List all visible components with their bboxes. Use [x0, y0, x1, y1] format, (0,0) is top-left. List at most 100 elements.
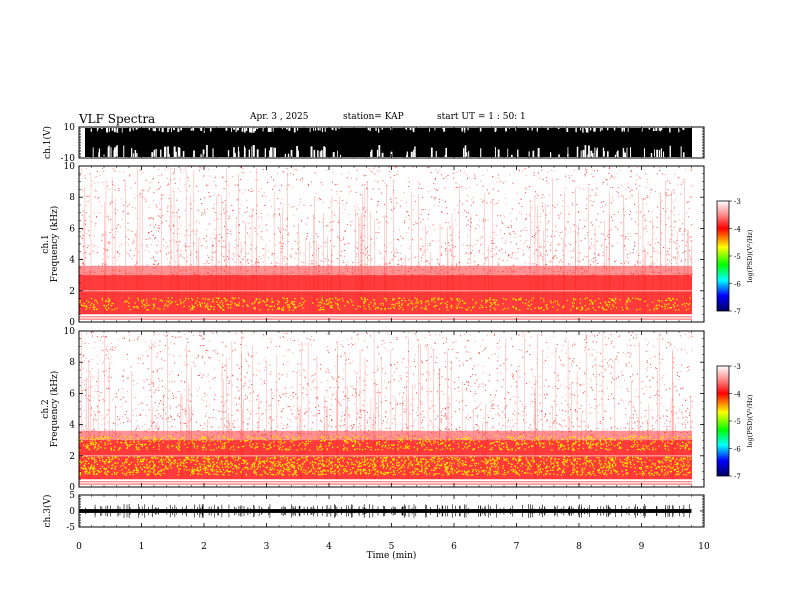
ch1-spectrogram-pixel — [466, 216, 468, 218]
ch2-spectrogram-pixel — [158, 344, 160, 346]
ch1-waveform-gap — [381, 152, 384, 157]
ch1-spectrogram-pixel — [223, 246, 225, 248]
ch2-spectrogram-pixel — [125, 410, 127, 412]
ch1-spectrogram-pixel — [91, 243, 93, 245]
ch1-spectrogram-pixel-yellow — [224, 300, 227, 302]
ch1-spectrogram-pixel — [159, 202, 161, 204]
ch2-spectrogram-pixel — [687, 421, 689, 423]
ch1-spectrogram-pixel — [286, 218, 288, 220]
ch2-spectrogram-pixel — [391, 423, 393, 425]
ch1-spectrogram-pixel — [659, 244, 661, 246]
ch2-spectrogram-pixel — [432, 426, 434, 428]
ch1-spectrogram-pixel — [345, 264, 347, 266]
ch1-spectrogram-pixel — [543, 196, 545, 198]
ch2-spectrogram-pixel — [148, 383, 150, 385]
ch2-spectrogram-pixel — [404, 405, 406, 407]
ch1-spectrogram-pixel-yellow — [644, 300, 646, 303]
ch1-spectrogram-pixel — [328, 207, 330, 209]
ch1-spectrogram-pixel — [456, 263, 458, 265]
ch1-spectrogram-pixel — [531, 235, 533, 237]
ch1-spectrogram-pixel — [570, 251, 572, 253]
ch1-spectrogram-pixel — [349, 187, 351, 189]
ch1-spectrogram-pixel — [620, 166, 622, 168]
ch1-spectrogram-pixel — [189, 254, 191, 256]
ch1-spectrogram-pixel — [213, 194, 215, 196]
ch1-spectrogram-pixel — [471, 199, 473, 201]
ch2-spectrogram-pixel — [539, 375, 541, 377]
ch1-waveform-gap — [288, 128, 291, 131]
ch1-spectrogram-pixel-yellow — [125, 300, 127, 302]
ch1-spectrogram-pixel-yellow — [423, 308, 426, 310]
ch1-spectrogram-pixel — [85, 212, 87, 214]
ch1-spectrogram-pixel — [154, 263, 156, 265]
ch2-spectrogram-pixel — [212, 332, 214, 334]
ch1-spectrogram-pixel-yellow — [625, 301, 628, 303]
ch2-spectrogram-pixel — [275, 381, 277, 383]
ch1-spectrogram-pixel — [326, 226, 328, 228]
ch1-spectrogram-pixel-yellow — [570, 309, 572, 311]
ch1-spectrogram-pixel — [218, 195, 220, 197]
ch1-spectrogram-pixel — [204, 212, 206, 214]
ch1-spectrogram-pixel — [601, 183, 603, 185]
ch1-spectrogram-pixel — [569, 264, 571, 266]
ch2-spectrogram-pixel — [227, 376, 229, 378]
ch1-spectrogram-pixel — [167, 205, 169, 207]
ch1-spectrogram-pixel — [83, 211, 85, 213]
ch1-spectrogram-pixel-yellow — [259, 309, 261, 311]
ch1-spectrogram-pixel — [293, 168, 295, 170]
ch1-spectrogram-pixel-yellow — [89, 307, 91, 309]
ch1-spectrogram-pixel-yellow — [438, 308, 441, 310]
ch1-waveform-gap — [310, 146, 313, 157]
ch1-spectrogram-pixel — [379, 220, 381, 222]
ch2-spectrogram-pixel — [306, 411, 308, 413]
ch1-spectrogram-pixel-yellow — [190, 297, 193, 299]
ch1-spectrogram-pixel — [360, 260, 362, 262]
ch1-spectrogram-pixel — [128, 204, 130, 206]
ch1-spectrogram-pixel — [116, 209, 118, 211]
ch1-spectrogram-pixel — [639, 185, 641, 187]
ch1-spectrogram-pixel-yellow — [375, 307, 377, 309]
ch1-waveform-gap — [264, 148, 266, 157]
ch1-spectrogram-pixel — [213, 219, 215, 221]
ch1-spectrogram-pixel-yellow — [382, 304, 385, 307]
ch1-spectrogram-pixel — [580, 240, 582, 242]
ch2-spectrogram-pixel — [611, 377, 613, 379]
ch1-spectrogram-pixel — [340, 239, 342, 241]
ch2-spectrogram-pixel — [172, 392, 174, 394]
ch1-spectrogram-pixel — [140, 192, 142, 194]
ch1-spectrogram-pixel — [668, 260, 670, 262]
ch1-spectrogram-pixel — [606, 235, 608, 237]
ch1-spectrogram-pixel — [81, 260, 83, 262]
ch1-spectrogram-pixel — [102, 181, 104, 183]
ch1-waveform-gap — [101, 128, 103, 129]
ch1-spectrogram-pixel — [185, 249, 187, 251]
ch1-waveform-gap — [593, 128, 595, 132]
ch1-spectrogram-pixel — [559, 244, 561, 246]
ch2-spectrogram-pixel — [347, 397, 349, 399]
ch1-spectrogram-pixel — [441, 199, 443, 201]
ch1-spectrogram-pixel-yellow — [226, 303, 228, 306]
ch1-spectrogram-pixel-yellow — [222, 309, 224, 311]
ch1-spectrogram-pixel — [583, 188, 585, 190]
ch1-spectrogram-pixel — [101, 239, 103, 241]
ch1-spectrogram-pixel-yellow — [368, 305, 370, 308]
ch2-spectrogram-pixel — [158, 384, 160, 386]
ch1-spectrogram-pixel — [633, 246, 635, 248]
ch1-spectrogram-pixel-yellow — [562, 306, 564, 309]
ch1-spectrogram-pixel — [557, 265, 559, 267]
ch1-spectrogram-pixel — [196, 185, 198, 187]
ch1-spectrogram-pixel-yellow — [294, 306, 296, 308]
ch1-spectrogram-pixel-yellow — [458, 303, 460, 305]
ch1-waveform-gap — [414, 146, 416, 157]
ch1-spectrogram-pixel-yellow — [271, 309, 274, 311]
ch2-spectrogram-pixel — [360, 409, 362, 411]
ch1-spectrogram-pixel — [491, 242, 493, 244]
ch2-spectrogram-pixel — [598, 374, 600, 376]
ch1-spectrogram-pixel — [666, 250, 668, 252]
ch2-spectrogram-pixel — [183, 389, 185, 391]
ch2-spectrogram-pixel — [640, 426, 642, 428]
ch1-spectrogram-pixel — [444, 187, 446, 189]
ch1-spectrogram-channel-label: ch.1 — [41, 234, 51, 253]
ch1-spectrogram-pixel — [486, 202, 488, 204]
ch2-spectrogram-pixel — [286, 426, 288, 428]
